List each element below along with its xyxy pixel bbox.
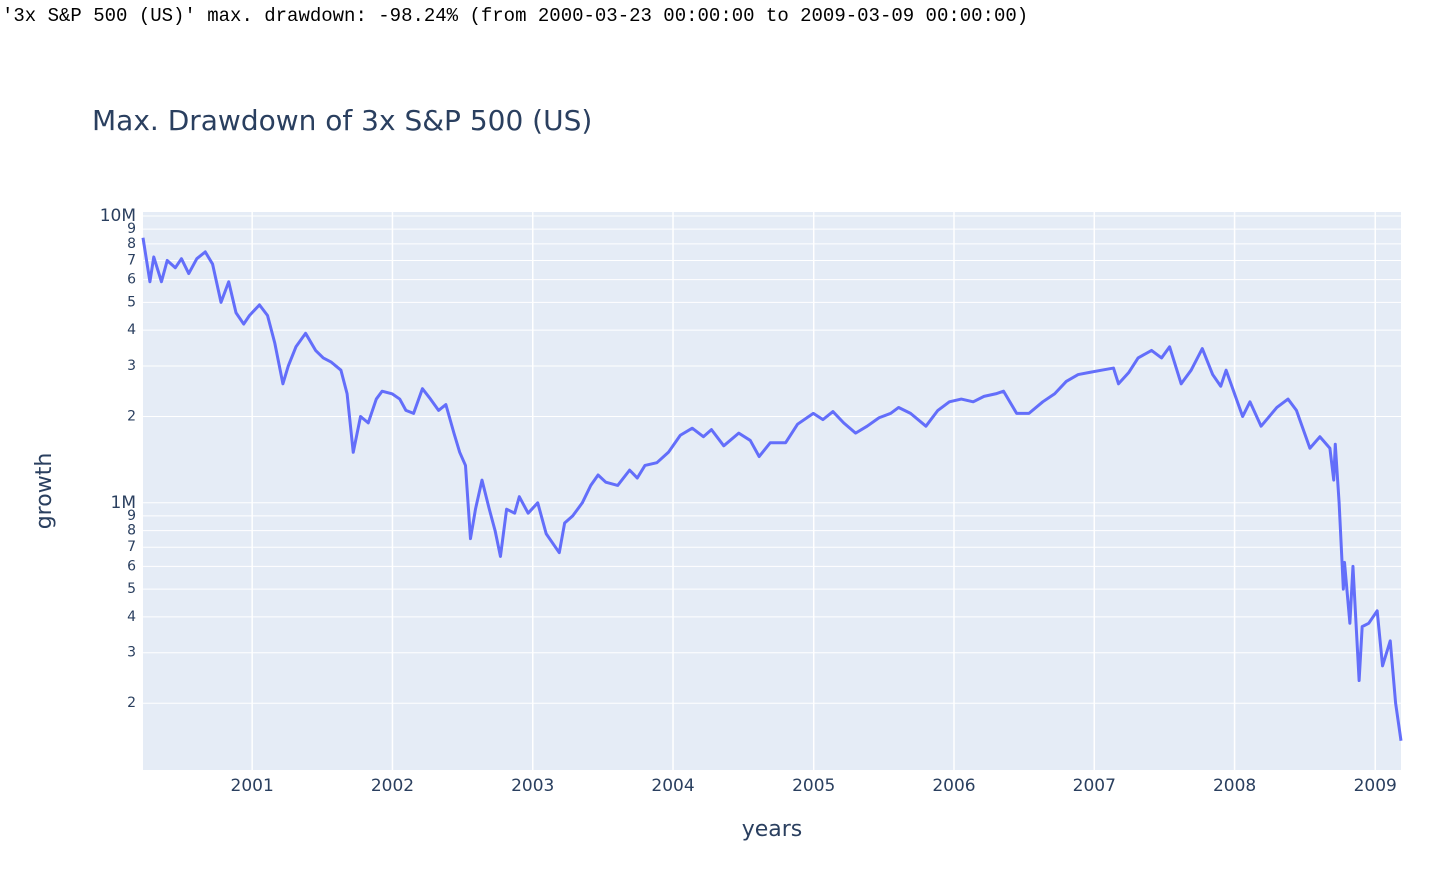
y-tick-label: 8 (127, 236, 136, 252)
x-tick-label: 2008 (1213, 776, 1256, 796)
x-tick-label: 2003 (511, 776, 554, 796)
y-tick-label: 3 (127, 358, 136, 374)
y-tick-label: 5 (127, 294, 136, 310)
x-tick-label: 2009 (1354, 776, 1397, 796)
y-tick-label: 9 (127, 508, 136, 524)
x-tick-label: 2005 (792, 776, 835, 796)
y-axis-title: growth (32, 453, 57, 530)
y-tick-label: 7 (127, 252, 136, 268)
y-tick-label: 2 (127, 408, 136, 424)
y-tick-label: 6 (127, 558, 136, 574)
x-tick-label: 2007 (1073, 776, 1116, 796)
y-tick-label: 1M (111, 493, 136, 513)
y-tick-label: 7 (127, 539, 136, 555)
y-tick-label: 4 (127, 322, 136, 338)
y-tick-label: 3 (127, 645, 136, 661)
y-tick-label: 4 (127, 609, 136, 625)
y-tick-label: 5 (127, 581, 136, 597)
y-tick-label: 9 (127, 221, 136, 237)
y-tick-label: 6 (127, 272, 136, 288)
chart-title: Max. Drawdown of 3x S&P 500 (US) (92, 104, 592, 137)
x-tick-label: 2001 (231, 776, 274, 796)
marks (141, 237, 1403, 741)
x-axis-title: years (742, 817, 803, 842)
plot-area (143, 212, 1401, 770)
y-tick-label: 2 (127, 695, 136, 711)
x-tick-label: 2002 (371, 776, 414, 796)
output-text: '3x S&P 500 (US)' max. drawdown: -98.24%… (2, 5, 1028, 27)
x-tick-label: 2004 (651, 776, 694, 796)
x-tick-label: 2006 (932, 776, 975, 796)
y-tick-label: 8 (127, 523, 136, 539)
grid (143, 212, 1401, 770)
y-tick-label: 10M (100, 206, 136, 226)
data-line (141, 237, 1403, 741)
